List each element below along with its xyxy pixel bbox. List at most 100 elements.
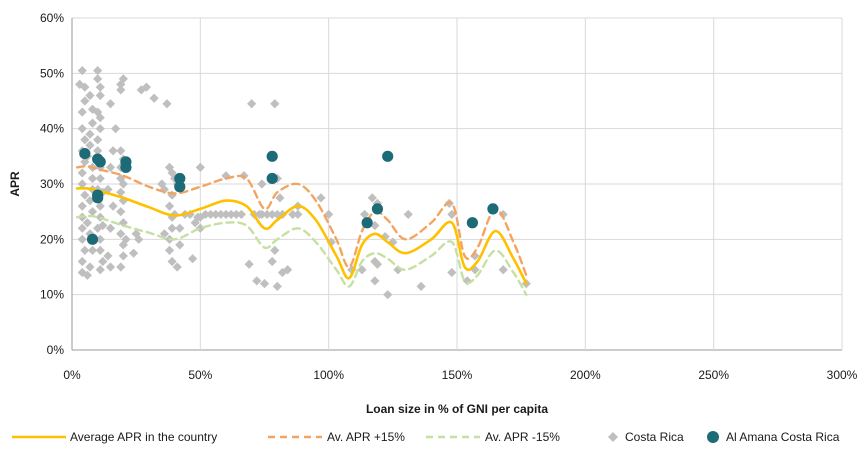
- grid: [71, 17, 843, 351]
- apr-minus-15-line: [75, 214, 528, 296]
- costa-rica-point: [380, 231, 390, 242]
- costa-rica-point: [498, 209, 508, 220]
- costa-rica-point: [87, 207, 98, 217]
- costa-rica-point: [403, 209, 413, 220]
- costa-rica-point: [164, 245, 175, 255]
- al-amana-point: [382, 150, 394, 162]
- costa-rica-point: [93, 135, 103, 145]
- costa-rica-point: [141, 82, 152, 92]
- costa-rica-point: [103, 251, 113, 261]
- costa-rica-point: [93, 146, 103, 156]
- costa-rica-point: [87, 173, 98, 184]
- legend-label: Al Amana Costa Rica: [726, 430, 840, 444]
- legend-label: Average APR in the country: [70, 430, 217, 444]
- al-amana-point: [79, 147, 91, 160]
- costa-rica-point: [206, 209, 216, 220]
- costa-rica-point: [288, 209, 298, 220]
- costa-rica-point: [226, 209, 236, 220]
- costa-rica-point: [95, 113, 105, 123]
- y-tick-label: 20%: [40, 232, 64, 246]
- al-amana-point: [266, 172, 278, 185]
- costa-rica-point: [195, 162, 205, 172]
- costa-rica-point: [388, 237, 398, 247]
- al-amana-point: [487, 203, 499, 215]
- costa-rica-point: [116, 262, 126, 272]
- costa-rica-point: [116, 85, 126, 95]
- apr-plus-15-line: [75, 165, 528, 277]
- costa-rica-point: [272, 281, 282, 291]
- costa-rica-point: [77, 256, 87, 267]
- costa-rica-point: [167, 256, 177, 267]
- costa-rica-point: [77, 234, 87, 244]
- costa-rica-point: [257, 179, 267, 189]
- legend: Average APR in the country Av. APR +15% Av…: [12, 430, 840, 444]
- costa-rica-point: [270, 245, 280, 255]
- costa-rica-point: [283, 265, 293, 275]
- al-amana-point: [92, 192, 104, 204]
- costa-rica-point: [175, 240, 185, 250]
- costa-rica-point: [275, 193, 285, 203]
- costa-rica-point: [77, 168, 87, 178]
- costa-rica-point: [82, 270, 92, 280]
- costa-rica-point: [360, 209, 370, 220]
- y-tick-label: 40%: [40, 122, 64, 136]
- legend-label: Av. APR -15%: [485, 430, 560, 444]
- costa-rica-point: [116, 146, 126, 156]
- al-amana-point: [94, 156, 106, 168]
- costa-rica-point: [262, 209, 272, 220]
- costa-rica-point: [267, 256, 277, 267]
- costa-rica-point: [85, 140, 95, 150]
- costa-rica-point: [105, 223, 116, 233]
- costa-rica-point: [93, 107, 103, 117]
- x-tick-label: 300%: [827, 368, 858, 382]
- costa-rica-point: [372, 259, 383, 269]
- costa-rica-point: [108, 201, 118, 211]
- costa-rica-point: [93, 74, 103, 84]
- costa-rica-point: [95, 82, 105, 92]
- costa-rica-point: [316, 193, 326, 203]
- costa-rica-point: [383, 290, 393, 300]
- costa-rica-point: [370, 220, 380, 231]
- costa-rica-point: [98, 220, 108, 231]
- costa-rica-point: [95, 124, 105, 134]
- costa-rica-point: [85, 129, 95, 139]
- y-axis-title: APR: [8, 171, 22, 197]
- al-amana-point: [266, 150, 278, 162]
- al-amana-point: [120, 161, 132, 173]
- costa-rica-point: [77, 124, 87, 134]
- costa-rica-point: [80, 82, 90, 92]
- costa-rica-point: [111, 124, 121, 134]
- costa-rica-point: [167, 223, 177, 233]
- x-tick-label: 150%: [442, 368, 473, 382]
- costa-rica-point: [95, 245, 105, 255]
- costa-rica-point: [93, 65, 103, 76]
- costa-rica-point: [247, 99, 257, 109]
- costa-rica-point: [77, 179, 87, 189]
- costa-rica-point: [80, 190, 90, 200]
- al-amana-point: [174, 181, 186, 193]
- legend-diamond-swatch: [608, 432, 618, 442]
- costa-rica-point: [95, 265, 105, 275]
- al-amana-point: [174, 172, 186, 185]
- costa-rica-point: [105, 262, 116, 272]
- x-tick-label: 50%: [188, 368, 212, 382]
- costa-rica-point: [77, 223, 87, 233]
- costa-rica-point: [211, 209, 221, 220]
- costa-rica-point: [121, 234, 131, 244]
- costa-rica-point: [77, 65, 87, 76]
- costa-rica-point: [129, 248, 139, 258]
- x-axis-title: Loan size in % of GNI per capita: [366, 402, 548, 416]
- costa-rica-point: [357, 265, 367, 275]
- axes: APR Loan size in % of GNI per capita 0% 1…: [8, 11, 858, 416]
- costa-rica-point: [108, 146, 118, 156]
- costa-rica-point: [416, 281, 426, 291]
- x-tick-label: 100%: [313, 368, 344, 382]
- costa-rica-point: [270, 99, 280, 109]
- legend-label: Av. APR +15%: [327, 430, 405, 444]
- costa-rica-point: [118, 179, 128, 189]
- costa-rica-point: [252, 276, 262, 286]
- costa-rica-point: [257, 209, 267, 220]
- costa-rica-point: [95, 90, 105, 101]
